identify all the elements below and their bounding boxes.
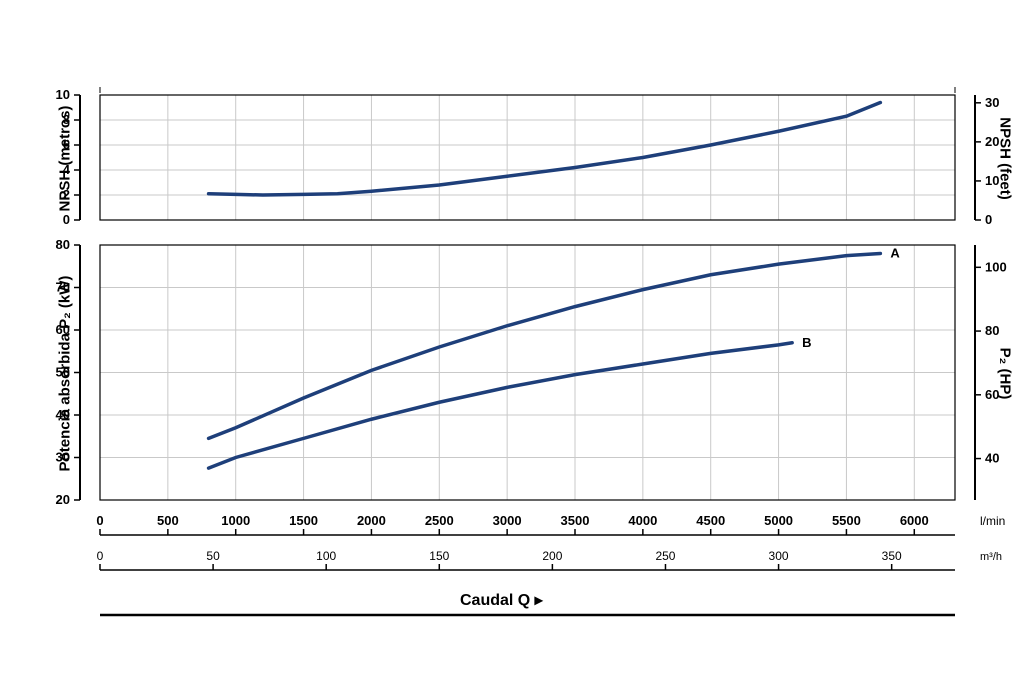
svg-text:100: 100: [316, 549, 336, 563]
svg-text:m³/h: m³/h: [980, 551, 1002, 563]
svg-text:250: 250: [655, 549, 675, 563]
svg-text:2500: 2500: [425, 513, 454, 528]
svg-text:l/min: l/min: [980, 514, 1005, 528]
npsh-chart: 0246810010203020304050607080406080100AB0…: [0, 0, 1024, 683]
npsh-feet-label: NPSH (feet): [997, 79, 1014, 239]
svg-text:2000: 2000: [357, 513, 386, 528]
svg-text:50: 50: [206, 549, 220, 563]
svg-text:200: 200: [542, 549, 562, 563]
npsh-metros-label: NPSH (metros): [57, 79, 74, 239]
svg-text:40: 40: [985, 451, 999, 466]
svg-text:A: A: [890, 246, 900, 261]
svg-text:0: 0: [96, 513, 103, 528]
svg-text:0: 0: [985, 212, 992, 227]
svg-text:6000: 6000: [900, 513, 929, 528]
svg-text:350: 350: [882, 549, 902, 563]
svg-text:0: 0: [97, 549, 104, 563]
svg-text:3000: 3000: [493, 513, 522, 528]
svg-text:150: 150: [429, 549, 449, 563]
svg-text:1500: 1500: [289, 513, 318, 528]
svg-text:500: 500: [157, 513, 179, 528]
svg-text:5000: 5000: [764, 513, 793, 528]
svg-text:100: 100: [985, 259, 1007, 274]
svg-text:4000: 4000: [628, 513, 657, 528]
svg-text:1000: 1000: [221, 513, 250, 528]
svg-text:5500: 5500: [832, 513, 861, 528]
p2-hp-label: P₂ (HP): [997, 314, 1014, 434]
x-axis-label: Caudal Q ▸: [460, 590, 543, 610]
svg-text:B: B: [802, 335, 811, 350]
p2-kw-label: Potencia absorbida P₂ (kW): [57, 244, 74, 504]
svg-text:3500: 3500: [561, 513, 590, 528]
svg-text:4500: 4500: [696, 513, 725, 528]
svg-text:300: 300: [769, 549, 789, 563]
